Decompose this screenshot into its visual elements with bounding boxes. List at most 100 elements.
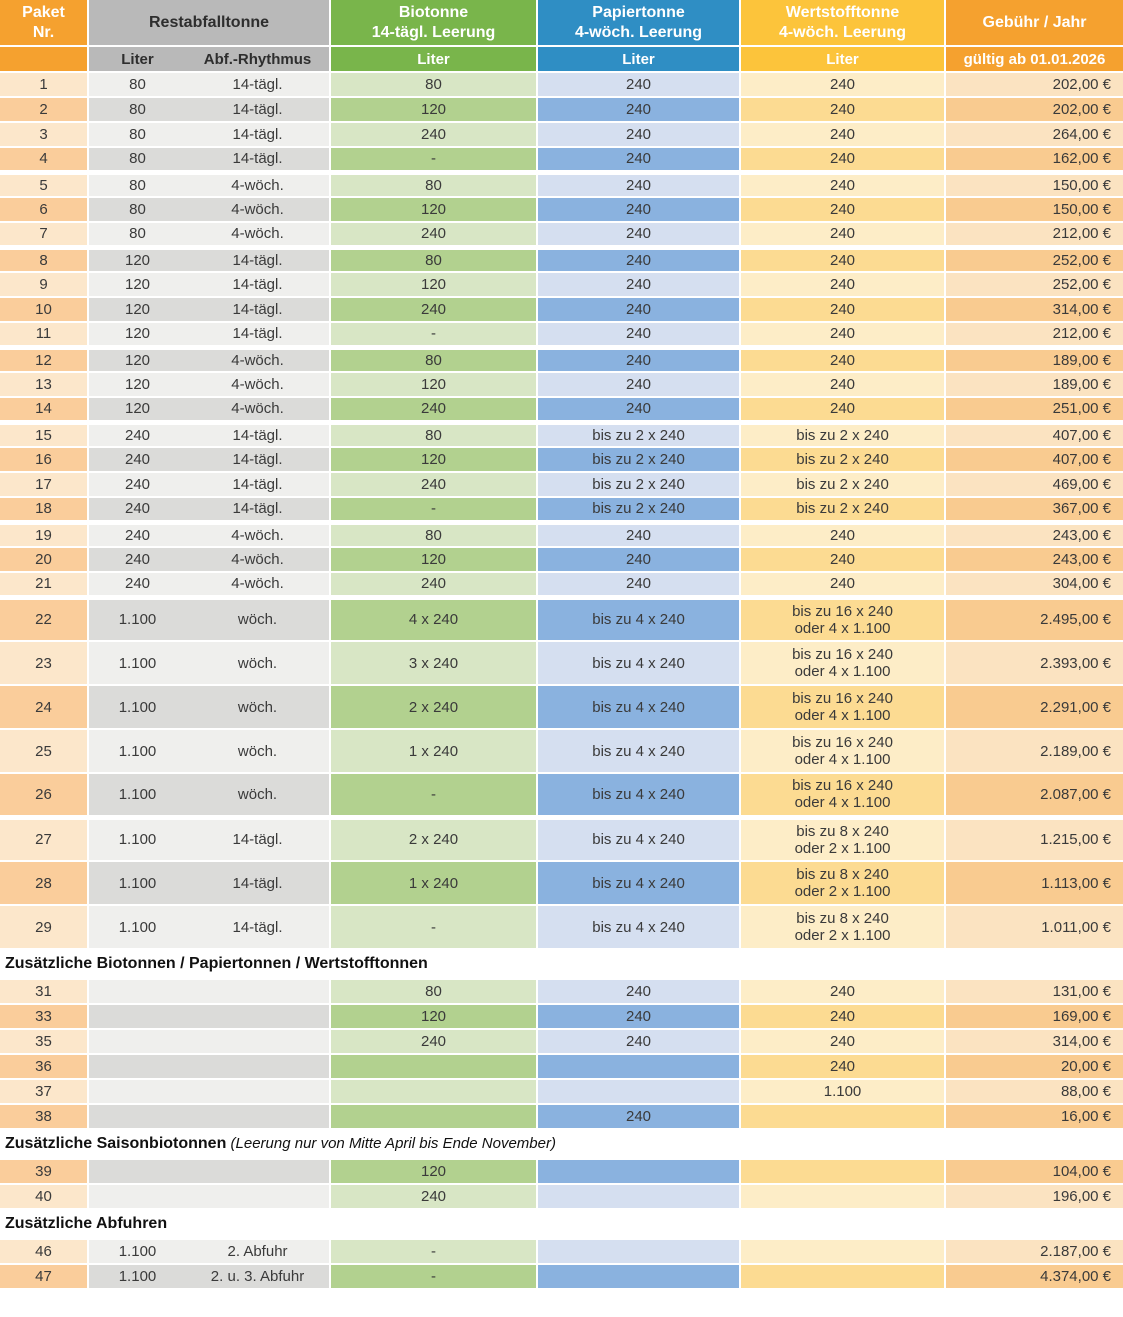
cell-rest-rhythmus: 4-wöch. <box>186 372 332 398</box>
cell-wert-liter: 240 <box>740 372 947 398</box>
cell-fee-amount: 469,00 € <box>945 472 1123 498</box>
cell-bio-liter: 1 x 240 <box>330 729 539 774</box>
cell-rest-rhythmus: 4-wöch. <box>186 222 332 250</box>
cell-fee-amount: 212,00 € <box>945 222 1123 250</box>
package-row-29: 29 1.100 14-tägl. - bis zu 4 x 240 bis zu 8 x… <box>0 905 1123 950</box>
package-row-31: 31 80 240 240 131,00 € <box>0 979 1123 1005</box>
cell-bio-liter: 80 <box>330 979 539 1005</box>
cell-bio-liter <box>330 1079 539 1105</box>
waste-fee-schedule-page: Paket Nr. Restabfalltonne Biotonne 14-tä… <box>0 0 1123 1290</box>
cell-papier-liter: 240 <box>537 372 742 398</box>
cell-bio-liter: 120 <box>330 97 539 123</box>
cell-rest-liter: 1.100 <box>88 817 186 862</box>
cell-fee-amount: 202,00 € <box>945 97 1123 123</box>
cell-rest-liter <box>88 1054 186 1080</box>
package-row-33: 33 120 240 240 169,00 € <box>0 1004 1123 1030</box>
cell-paket-nr: 10 <box>0 297 89 323</box>
cell-bio-liter: 80 <box>330 347 539 373</box>
cell-rest-rhythmus: 14-tägl. <box>186 122 332 148</box>
cell-paket-nr: 40 <box>0 1184 89 1210</box>
package-row-17: 17 240 14-tägl. 240 bis zu 2 x 240 bis zu 2 x… <box>0 472 1123 498</box>
cell-papier-liter: bis zu 2 x 240 <box>537 472 742 498</box>
package-row-26: 26 1.100 wöch. - bis zu 4 x 240 bis zu 16 x 2… <box>0 773 1123 820</box>
cell-bio-liter: 240 <box>330 1184 539 1210</box>
cell-wert-liter: 240 <box>740 147 947 175</box>
cell-bio-liter: 80 <box>330 247 539 273</box>
cell-bio-liter: 2 x 240 <box>330 817 539 862</box>
cell-rest-rhythmus: 4-wöch. <box>186 572 332 600</box>
table-header-row: Paket Nr. Restabfalltonne Biotonne 14-tä… <box>0 0 1123 47</box>
cell-rest-liter: 80 <box>88 197 186 223</box>
cell-rest-liter: 240 <box>88 547 186 573</box>
cell-papier-liter: 240 <box>537 1004 742 1030</box>
cell-paket-nr: 37 <box>0 1079 89 1105</box>
cell-paket-nr: 8 <box>0 247 89 273</box>
cell-rest-rhythmus: 14-tägl. <box>186 905 332 950</box>
package-row-38: 38 240 16,00 € <box>0 1104 1123 1130</box>
cell-papier-liter: bis zu 4 x 240 <box>537 685 742 730</box>
cell-papier-liter: 240 <box>537 172 742 198</box>
cell-rest-rhythmus: 14-tägl. <box>186 247 332 273</box>
cell-bio-liter: 120 <box>330 1004 539 1030</box>
cell-wert-liter: 240 <box>740 72 947 98</box>
cell-wert-liter: bis zu 8 x 240 oder 2 x 1.100 <box>740 861 947 906</box>
package-row-36: 36 240 20,00 € <box>0 1054 1123 1080</box>
cell-wert-liter: bis zu 16 x 240 oder 4 x 1.100 <box>740 729 947 774</box>
cell-papier-liter: bis zu 4 x 240 <box>537 641 742 686</box>
cell-paket-nr: 39 <box>0 1159 89 1185</box>
cell-bio-liter: 240 <box>330 1029 539 1055</box>
cell-fee-amount: 16,00 € <box>945 1104 1123 1130</box>
cell-rest-liter <box>88 1004 186 1030</box>
cell-fee-amount: 314,00 € <box>945 297 1123 323</box>
cell-paket-nr: 17 <box>0 472 89 498</box>
cell-paket-nr: 38 <box>0 1104 89 1130</box>
cell-rest-rhythmus <box>186 979 332 1005</box>
package-row-27: 27 1.100 14-tägl. 2 x 240 bis zu 4 x 240 bis … <box>0 817 1123 862</box>
cell-rest-liter: 120 <box>88 247 186 273</box>
cell-paket-nr: 28 <box>0 861 89 906</box>
cell-paket-nr: 29 <box>0 905 89 950</box>
cell-wert-liter: 240 <box>740 522 947 548</box>
cell-rest-liter <box>88 1079 186 1105</box>
cell-bio-liter: 120 <box>330 1159 539 1185</box>
package-row-12: 12 120 4-wöch. 80 240 240 189,00 € <box>0 347 1123 373</box>
cell-wert-liter: bis zu 8 x 240 oder 2 x 1.100 <box>740 817 947 862</box>
cell-wert-liter: 1.100 <box>740 1079 947 1105</box>
cell-papier-liter: 240 <box>537 272 742 298</box>
cell-bio-liter: 1 x 240 <box>330 861 539 906</box>
cell-rest-liter: 1.100 <box>88 861 186 906</box>
cell-papier-liter: 240 <box>537 572 742 600</box>
cell-rest-rhythmus <box>186 1104 332 1130</box>
cell-rest-rhythmus: 14-tägl. <box>186 817 332 862</box>
cell-fee-amount: 2.393,00 € <box>945 641 1123 686</box>
package-row-46: 46 1.100 2. Abfuhr - 2.187,00 € <box>0 1239 1123 1265</box>
cell-fee-amount: 169,00 € <box>945 1004 1123 1030</box>
package-row-37: 37 1.100 88,00 € <box>0 1079 1123 1105</box>
cell-rest-liter: 1.100 <box>88 905 186 950</box>
fee-table-head: Paket Nr. Restabfalltonne Biotonne 14-tä… <box>0 0 1123 73</box>
cell-papier-liter: 240 <box>537 397 742 425</box>
cell-fee-amount: 104,00 € <box>945 1159 1123 1185</box>
cell-bio-liter: 240 <box>330 397 539 425</box>
cell-fee-amount: 407,00 € <box>945 447 1123 473</box>
package-row-28: 28 1.100 14-tägl. 1 x 240 bis zu 4 x 240 bis … <box>0 861 1123 906</box>
cell-rest-rhythmus: 14-tägl. <box>186 72 332 98</box>
cell-papier-liter: 240 <box>537 547 742 573</box>
cell-fee-amount: 252,00 € <box>945 272 1123 298</box>
cell-papier-liter: 240 <box>537 1029 742 1055</box>
package-row-16: 16 240 14-tägl. 120 bis zu 2 x 240 bis zu 2 x… <box>0 447 1123 473</box>
cell-rest-rhythmus <box>186 1054 332 1080</box>
cell-paket-nr: 9 <box>0 272 89 298</box>
cell-fee-amount: 4.374,00 € <box>945 1264 1123 1290</box>
cell-fee-amount: 264,00 € <box>945 122 1123 148</box>
package-row-11: 11 120 14-tägl. -240 240 212,00 € <box>0 322 1123 350</box>
cell-fee-amount: 2.189,00 € <box>945 729 1123 774</box>
cell-papier-liter: 240 <box>537 122 742 148</box>
cell-papier-liter: bis zu 4 x 240 <box>537 905 742 950</box>
cell-wert-liter: 240 <box>740 547 947 573</box>
cell-rest-liter: 1.100 <box>88 729 186 774</box>
cell-rest-rhythmus: 4-wöch. <box>186 172 332 198</box>
cell-paket-nr: 5 <box>0 172 89 198</box>
subheader-fee-validity: gültig ab 01.01.2026 <box>945 46 1123 73</box>
package-row-2: 2 80 14-tägl. 120 240 240 202,00 € <box>0 97 1123 123</box>
